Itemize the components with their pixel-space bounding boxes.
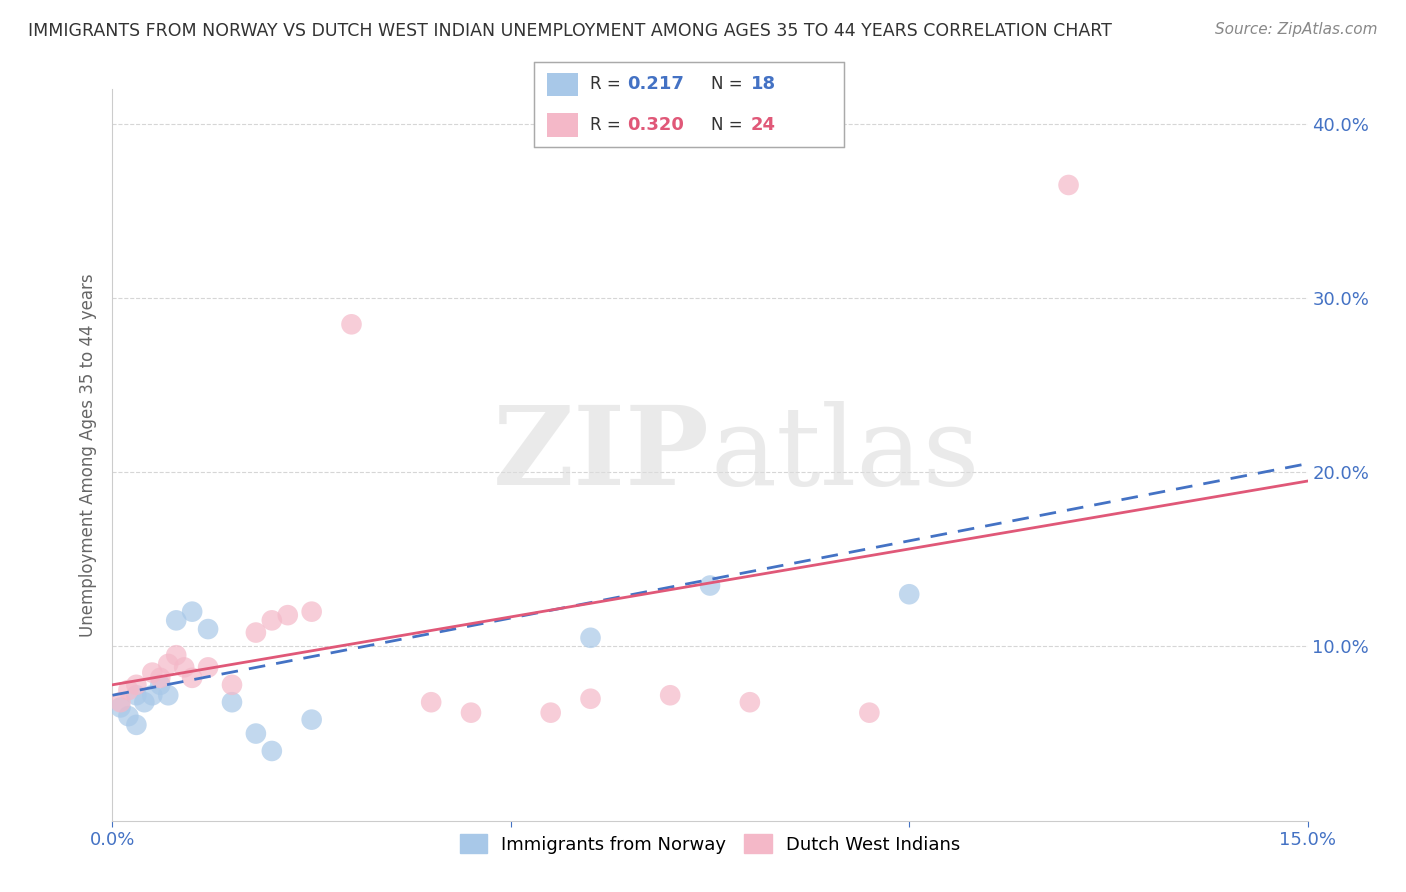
Point [1057, 178, 1080, 192]
Text: 24: 24 [751, 116, 776, 134]
Point [181, 605, 204, 619]
Point [260, 744, 283, 758]
Point [579, 631, 602, 645]
Point [340, 318, 363, 332]
Point [173, 660, 195, 674]
Text: N =: N = [710, 76, 748, 94]
Point [165, 613, 187, 627]
Point [125, 688, 148, 702]
Point [181, 671, 204, 685]
Point [301, 605, 323, 619]
FancyBboxPatch shape [547, 72, 578, 96]
Point [125, 718, 148, 732]
Point [125, 678, 148, 692]
Point [221, 695, 243, 709]
Text: 18: 18 [751, 76, 776, 94]
Point [260, 613, 283, 627]
Y-axis label: Unemployment Among Ages 35 to 44 years: Unemployment Among Ages 35 to 44 years [79, 273, 97, 637]
Point [157, 688, 180, 702]
Point [117, 683, 139, 698]
Point [659, 688, 682, 702]
Point [165, 648, 187, 663]
Point [197, 622, 219, 636]
Text: 0.320: 0.320 [627, 116, 683, 134]
Text: N =: N = [710, 116, 748, 134]
Point [221, 678, 243, 692]
Point [858, 706, 880, 720]
Point [149, 671, 172, 685]
Point [110, 700, 132, 714]
Point [197, 660, 219, 674]
Point [277, 608, 299, 623]
Text: ZIP: ZIP [494, 401, 710, 508]
Point [110, 695, 132, 709]
Point [420, 695, 443, 709]
Point [134, 695, 156, 709]
Text: R =: R = [591, 76, 626, 94]
Point [738, 695, 761, 709]
Point [141, 688, 163, 702]
Point [117, 709, 139, 723]
Point [540, 706, 562, 720]
Point [245, 726, 267, 740]
Text: 0.217: 0.217 [627, 76, 683, 94]
Legend: Immigrants from Norway, Dutch West Indians: Immigrants from Norway, Dutch West India… [451, 825, 969, 863]
Text: Source: ZipAtlas.com: Source: ZipAtlas.com [1215, 22, 1378, 37]
Point [301, 713, 323, 727]
Point [245, 625, 267, 640]
Text: R =: R = [591, 116, 626, 134]
Point [699, 578, 721, 592]
Point [460, 706, 482, 720]
Text: IMMIGRANTS FROM NORWAY VS DUTCH WEST INDIAN UNEMPLOYMENT AMONG AGES 35 TO 44 YEA: IMMIGRANTS FROM NORWAY VS DUTCH WEST IND… [28, 22, 1112, 40]
Point [157, 657, 180, 671]
Point [579, 691, 602, 706]
Point [141, 665, 163, 680]
Text: atlas: atlas [710, 401, 980, 508]
Point [898, 587, 921, 601]
FancyBboxPatch shape [547, 113, 578, 137]
Point [149, 678, 172, 692]
